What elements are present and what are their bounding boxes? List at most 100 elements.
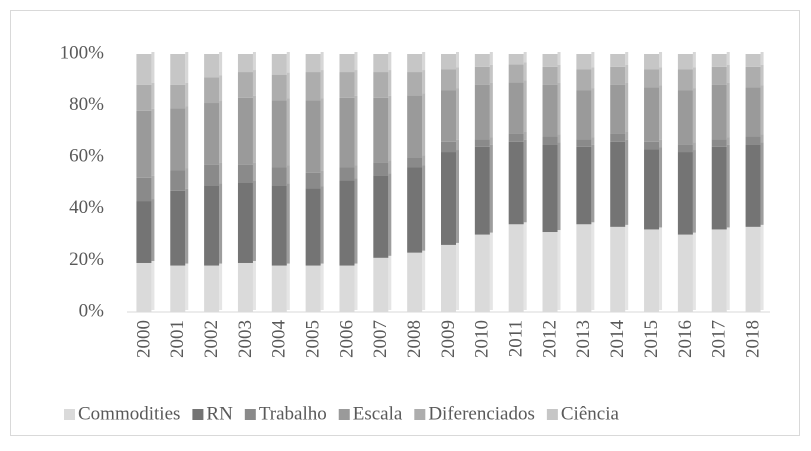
bar-segment <box>745 66 761 88</box>
x-tick-label: 2001 <box>167 320 188 358</box>
bar-segment <box>237 72 253 98</box>
bar-side <box>252 181 256 261</box>
x-tick-label: 2004 <box>269 320 290 359</box>
bar-segment <box>204 265 220 312</box>
bar-side <box>659 147 663 228</box>
bar-side <box>151 260 155 310</box>
bar-side <box>320 170 324 187</box>
bar-segment <box>373 97 389 163</box>
bar-side <box>760 142 764 225</box>
bar-side <box>557 64 561 83</box>
bar-segment <box>677 144 693 153</box>
bar-segment <box>576 146 592 225</box>
bar-side <box>388 95 392 161</box>
bar-segment <box>271 185 287 266</box>
y-tick-label: 100% <box>60 42 105 63</box>
bar-side <box>252 260 256 310</box>
bar-segment <box>745 226 761 312</box>
bar-segment <box>271 265 287 312</box>
bar-segment <box>474 234 490 312</box>
bar-side <box>354 70 358 96</box>
bar-segment <box>305 188 321 266</box>
bar-segment <box>373 162 389 176</box>
x-tick-label: 2006 <box>336 320 357 358</box>
bar-side <box>185 52 189 83</box>
x-tick-label: 2015 <box>641 320 662 358</box>
bar-segment <box>407 252 423 312</box>
bar-side <box>252 162 256 181</box>
bar-segment <box>373 54 389 73</box>
bar-segment <box>204 77 220 104</box>
bar-side <box>692 150 696 233</box>
bar-side <box>557 82 561 135</box>
bar-side <box>591 88 595 138</box>
bar-side <box>354 52 358 71</box>
bar-side <box>659 227 663 310</box>
bar-segment <box>204 103 220 165</box>
x-tick-label: 2002 <box>201 320 222 358</box>
bar-segment <box>474 146 490 235</box>
bar-side <box>659 67 663 86</box>
bar-segment <box>576 69 592 91</box>
bar-side <box>252 95 256 163</box>
bar-side <box>489 64 493 83</box>
x-tick-label: 2007 <box>370 320 391 358</box>
bar-segment <box>610 133 626 142</box>
bar-side <box>692 67 696 89</box>
bar-segment <box>204 185 220 266</box>
bar-segment <box>407 167 423 253</box>
bar-side <box>320 70 324 99</box>
bar-side <box>286 165 290 184</box>
bar-side <box>388 52 392 71</box>
bar-segment <box>136 84 152 111</box>
bar-side <box>185 188 189 264</box>
bar-segment <box>339 97 355 168</box>
bar-side <box>760 85 764 135</box>
bar-side <box>625 82 629 132</box>
bar-side <box>151 82 155 109</box>
bar-segment <box>576 224 592 312</box>
bar-segment <box>711 54 727 67</box>
x-tick-label: 2016 <box>675 320 696 358</box>
bar-segment <box>610 84 626 134</box>
legend-swatch <box>338 409 350 420</box>
bar-side <box>760 134 764 143</box>
bar-side <box>185 106 189 169</box>
bar-side <box>219 263 223 310</box>
bar-side <box>489 52 493 65</box>
bar-segment <box>745 136 761 145</box>
bar-side <box>456 150 459 243</box>
bar-segment <box>237 164 253 183</box>
x-tick-label: 2017 <box>709 320 730 358</box>
bar-side <box>388 255 392 310</box>
legend-label: Commodities <box>78 403 180 424</box>
bar-segment <box>136 110 152 178</box>
bar-side <box>523 131 527 140</box>
x-tick-label: 2009 <box>438 320 459 358</box>
bar-side <box>286 98 290 166</box>
bar-segment <box>170 84 186 109</box>
bar-side <box>354 178 358 264</box>
bar-side <box>489 144 493 233</box>
bar-side <box>422 52 426 71</box>
bar-segment <box>508 141 524 225</box>
bar-segment <box>474 66 490 85</box>
bar-side <box>320 263 324 310</box>
bar-side <box>320 52 324 71</box>
bar-segment <box>170 108 186 171</box>
bar-side <box>489 82 493 138</box>
bar-side <box>523 80 527 132</box>
bar-segment <box>508 54 524 65</box>
bar-segment <box>745 144 761 227</box>
bar-side <box>252 52 256 71</box>
bar-side <box>286 52 290 73</box>
bar-segment <box>610 226 626 312</box>
bar-side <box>591 67 595 89</box>
bar-side <box>726 137 730 145</box>
bar-segment <box>441 244 456 312</box>
bar-segment <box>542 136 558 145</box>
bar-side <box>456 242 459 310</box>
bar-segment <box>339 180 355 266</box>
bar-segment <box>610 66 626 85</box>
bar-segment <box>441 152 456 245</box>
